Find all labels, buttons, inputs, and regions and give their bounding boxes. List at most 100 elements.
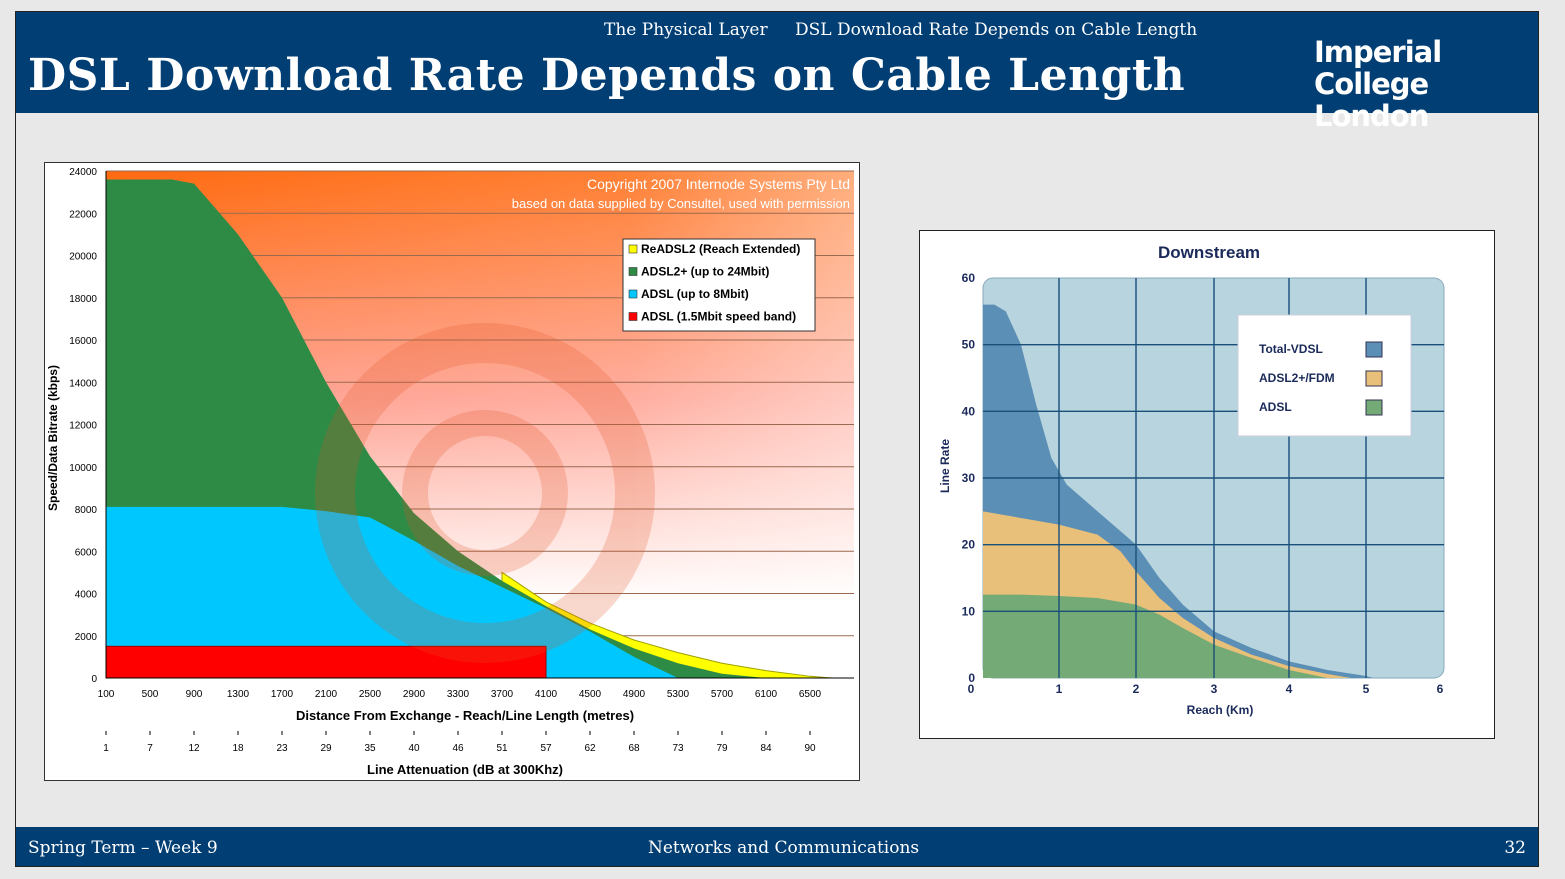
x-tick-label: 2100 bbox=[315, 689, 338, 700]
x-tick-label: 500 bbox=[142, 689, 159, 700]
adsl-1-5mbit-area bbox=[105, 645, 547, 679]
x2-tick-label: 23 bbox=[276, 743, 288, 754]
legend-swatch bbox=[628, 312, 638, 321]
y-tick-label: 8000 bbox=[75, 505, 98, 516]
x-tick-label: 3300 bbox=[447, 689, 470, 700]
legend-label: ADSL2+ (up to 24Mbit) bbox=[641, 265, 769, 279]
x-tick-label: 2500 bbox=[359, 689, 382, 700]
y-axis-label: Speed/Data Bitrate (kbps) bbox=[46, 365, 60, 511]
x-tick-label: 6100 bbox=[755, 689, 778, 700]
x2-tick-label: 57 bbox=[540, 743, 552, 754]
x2-tick-label: 12 bbox=[188, 743, 200, 754]
x-tick-label: 4900 bbox=[623, 689, 646, 700]
x2-tick-label: 84 bbox=[760, 743, 772, 754]
x2-tick-label: 29 bbox=[320, 743, 332, 754]
y-tick-label: 0 bbox=[968, 671, 975, 685]
slide-title: DSL Download Rate Depends on Cable Lengt… bbox=[28, 50, 1186, 101]
x-tick-label: 6 bbox=[1437, 682, 1444, 696]
footer-bar: Spring Term – Week 9 Networks and Commun… bbox=[16, 827, 1538, 866]
x-tick-label: 100 bbox=[98, 689, 115, 700]
header-bar: The Physical Layer DSL Download Rate Dep… bbox=[16, 12, 1538, 132]
adsl-area bbox=[106, 506, 678, 678]
watermark-logo bbox=[315, 323, 655, 663]
y-tick-label: 18000 bbox=[69, 294, 97, 305]
x-tick-label: 5700 bbox=[711, 689, 734, 700]
x-tick-label: 4100 bbox=[535, 689, 558, 700]
legend-box bbox=[622, 238, 816, 332]
legend-label: ADSL (1.5Mbit speed band) bbox=[641, 310, 796, 324]
x2-tick-label: 35 bbox=[364, 743, 376, 754]
x-tick-label: 1 bbox=[1056, 682, 1063, 696]
legend-swatch bbox=[628, 267, 638, 276]
logo-line1: Imperial College bbox=[1314, 35, 1442, 101]
x-axis-label: Distance From Exchange - Reach/Line Leng… bbox=[296, 708, 634, 723]
y-tick-label: 50 bbox=[962, 338, 976, 352]
y-tick-label: 0 bbox=[91, 674, 97, 685]
legend-label: ReADSL2 (Reach Extended) bbox=[641, 242, 800, 256]
legend-label: Total-VDSL bbox=[1259, 342, 1323, 356]
chart2-legend: Total-VDSL ADSL2+/FDM ADSL bbox=[1237, 314, 1412, 437]
x2-tick-label: 1 bbox=[103, 743, 109, 754]
x2-tick-label: 62 bbox=[584, 743, 596, 754]
chart2-y-axis-label: Line Rate bbox=[938, 439, 952, 493]
x-tick-label: 900 bbox=[186, 689, 203, 700]
y-tick-label: 20000 bbox=[69, 252, 97, 263]
x2-tick-label: 7 bbox=[147, 743, 153, 754]
copyright-text-2: based on data supplied by Consultel, use… bbox=[512, 196, 850, 211]
legend-label: ADSL (up to 8Mbit) bbox=[641, 287, 749, 301]
x2-tick-label: 68 bbox=[628, 743, 640, 754]
y-tick-label: 40 bbox=[962, 404, 976, 418]
x-tick-label: 0 bbox=[968, 682, 975, 696]
y-tick-label: 20 bbox=[962, 538, 976, 552]
x-tick-label: 1300 bbox=[227, 689, 250, 700]
x-tick-label: 5 bbox=[1363, 682, 1370, 696]
x2-tick-label: 40 bbox=[408, 743, 420, 754]
y-tick-label: 60 bbox=[962, 271, 976, 285]
x-tick-label: 2 bbox=[1133, 682, 1140, 696]
legend-swatch bbox=[1365, 399, 1383, 416]
legend-swatch bbox=[1365, 370, 1383, 387]
legend-swatch bbox=[628, 289, 638, 299]
imperial-college-logo: Imperial College London bbox=[1314, 36, 1534, 132]
x2-tick-label: 79 bbox=[716, 743, 728, 754]
y-tick-label: 4000 bbox=[75, 590, 98, 601]
footer-term: Spring Term – Week 9 bbox=[28, 838, 218, 858]
breadcrumb-subsection[interactable]: DSL Download Rate Depends on Cable Lengt… bbox=[795, 20, 1198, 40]
x-tick-label: 3 bbox=[1211, 682, 1218, 696]
chart1-legend: ReADSL2 (Reach Extended) ADSL2+ (up to 24… bbox=[622, 238, 816, 332]
slide: The Physical Layer DSL Download Rate Dep… bbox=[15, 11, 1539, 867]
legend-label: ADSL bbox=[1259, 400, 1292, 414]
chart2-x-axis-label: Reach (Km) bbox=[1187, 703, 1254, 717]
y-tick-label: 24000 bbox=[69, 167, 97, 178]
x-tick-label: 4500 bbox=[579, 689, 602, 700]
downstream-chart: Downstream 0 10 20 30 40 50 60 0 1 2 3 4 5 6 Total-VD… bbox=[919, 230, 1495, 739]
y-tick-label: 14000 bbox=[69, 378, 97, 389]
page-number: 32 bbox=[1504, 838, 1526, 858]
x-tick-label: 5300 bbox=[667, 689, 690, 700]
breadcrumb-section[interactable]: The Physical Layer bbox=[604, 20, 768, 40]
x-tick-label: 3700 bbox=[491, 689, 514, 700]
x2-tick-label: 46 bbox=[452, 743, 464, 754]
copyright-text-1: Copyright 2007 Internode Systems Pty Ltd bbox=[587, 176, 850, 192]
x2-tick-label: 51 bbox=[496, 743, 508, 754]
adsl-area bbox=[983, 594, 1328, 678]
breadcrumb: The Physical Layer DSL Download Rate Dep… bbox=[604, 20, 1219, 40]
dsl-bitrate-chart-svg: 0 2000 4000 6000 8000 10000 12000 14000 16000 180… bbox=[46, 167, 854, 777]
x-tick-label: 4 bbox=[1286, 682, 1293, 696]
legend-swatch bbox=[1365, 341, 1383, 358]
y-tick-label: 30 bbox=[962, 471, 976, 485]
legend-label: ADSL2+/FDM bbox=[1259, 371, 1335, 385]
chart2-title: Downstream bbox=[1158, 243, 1260, 262]
y-tick-label: 10 bbox=[962, 604, 976, 618]
downstream-chart-svg: Downstream 0 10 20 30 40 50 60 0 1 2 3 4 5 6 Total-VD… bbox=[938, 243, 1445, 717]
x2-tick-label: 18 bbox=[232, 743, 244, 754]
y-tick-label: 2000 bbox=[75, 632, 98, 643]
y-tick-label: 10000 bbox=[69, 463, 97, 474]
x-tick-label: 1700 bbox=[271, 689, 294, 700]
y-tick-label: 22000 bbox=[69, 209, 97, 220]
x2-tick-label: 90 bbox=[804, 743, 816, 754]
logo-line2: London bbox=[1314, 99, 1429, 133]
x-tick-label: 6500 bbox=[799, 689, 822, 700]
dsl-bitrate-chart: 0 2000 4000 6000 8000 10000 12000 14000 16000 180… bbox=[44, 162, 860, 781]
y-tick-label: 16000 bbox=[69, 336, 97, 347]
